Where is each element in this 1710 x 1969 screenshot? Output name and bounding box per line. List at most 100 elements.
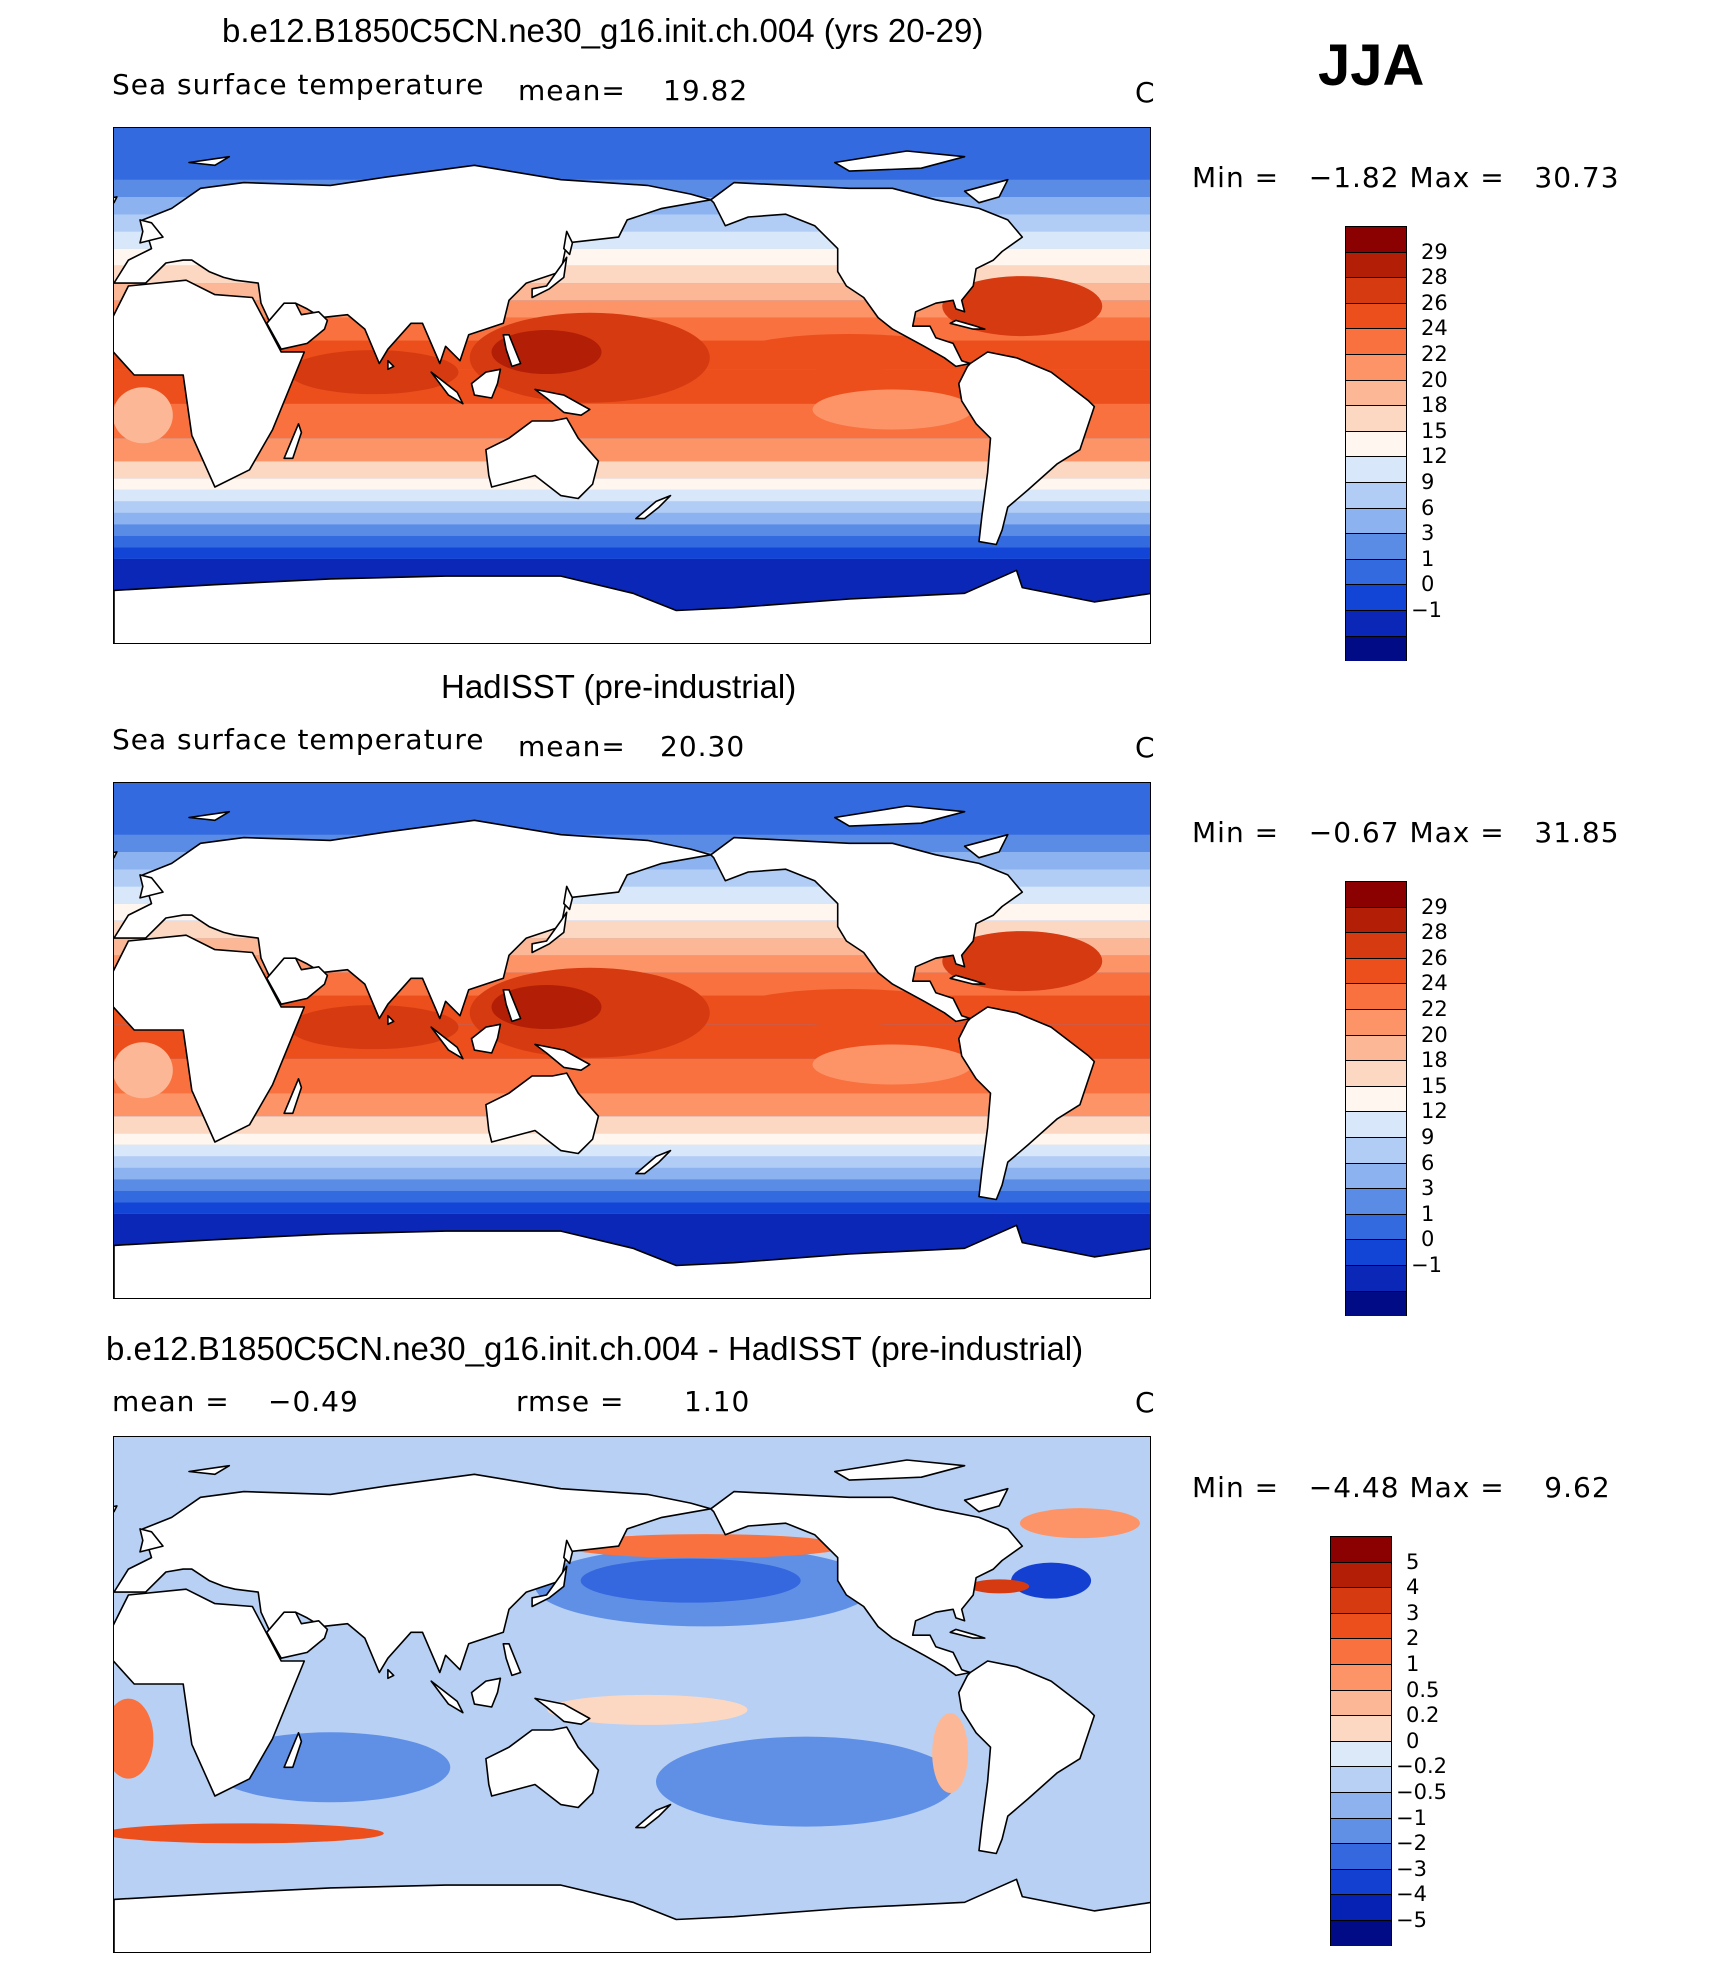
colorbar-swatch <box>1345 405 1407 431</box>
colorbar-tick-label: 3 <box>1421 1176 1435 1201</box>
colorbar-swatch <box>1345 302 1407 329</box>
colorbar-tick-label: −1 <box>1411 1253 1442 1277</box>
colorbar-tick-label: 0.5 <box>1406 1677 1440 1702</box>
colorbar-tick-label: 29 <box>1421 894 1448 919</box>
colorbar-tick-label: 22 <box>1421 342 1448 366</box>
colorbar-swatch <box>1345 1085 1407 1112</box>
colorbar-tick-label: −1 <box>1396 1805 1427 1830</box>
colorbar-tick-label: 3 <box>1421 521 1435 546</box>
colorbar-tick-label: 12 <box>1421 1099 1448 1124</box>
colorbar-swatch <box>1345 533 1407 559</box>
colorbar-swatch <box>1345 983 1407 1009</box>
colorbar-swatch <box>1345 881 1407 907</box>
colorbar-swatch <box>1330 1868 1392 1895</box>
colorbar-tick-label: 0 <box>1406 1728 1420 1753</box>
colorbar-tick-label: 29 <box>1421 239 1448 264</box>
colorbar-swatch <box>1345 558 1407 585</box>
map-canvas <box>114 783 1150 1298</box>
colorbar-swatch <box>1345 354 1407 380</box>
colorbar-tick-label: 9 <box>1421 470 1435 494</box>
colorbar-swatch <box>1345 1009 1407 1035</box>
colorbar-swatch <box>1345 1265 1407 1291</box>
sst-map <box>113 127 1151 644</box>
colorbar-swatch <box>1330 1561 1392 1588</box>
mean-label: mean= <box>518 74 626 107</box>
variable-label: Sea surface temperature <box>112 723 485 756</box>
colorbar-swatch <box>1345 957 1407 984</box>
colorbar-tick-label: −0.2 <box>1396 1754 1447 1779</box>
colorbar-swatch <box>1345 379 1407 406</box>
minmax-label: Min = −0.67 Max = 31.85 <box>1192 816 1620 849</box>
colorbar-swatch <box>1345 1239 1407 1265</box>
colorbar-tick-label: 15 <box>1421 1073 1448 1098</box>
colorbar-tick-label: 0 <box>1421 1227 1435 1252</box>
map-canvas <box>114 128 1150 643</box>
colorbar-tick-label: 12 <box>1421 444 1448 469</box>
diff-map <box>113 1436 1151 1953</box>
colorbar-tick-label: 28 <box>1421 920 1448 945</box>
season-label: JJA <box>1318 33 1425 98</box>
colorbar-tick-label: −2 <box>1396 1831 1427 1856</box>
colorbar-swatch <box>1345 1111 1407 1137</box>
colorbar-tick-label: 4 <box>1406 1575 1420 1600</box>
colorbar-swatch <box>1345 1213 1407 1240</box>
colorbar-tick-label: 20 <box>1421 1022 1448 1047</box>
mean-value: 20.30 <box>660 730 746 763</box>
colorbar-tick-label: 9 <box>1421 1125 1435 1149</box>
colorbar-tick-label: −4 <box>1396 1882 1427 1907</box>
colorbar-tick-label: 15 <box>1421 418 1448 443</box>
colorbar-swatch <box>1330 1740 1392 1767</box>
colorbar-swatch <box>1330 1843 1392 1869</box>
colorbar-tick-label: 22 <box>1421 997 1448 1021</box>
colorbar-tick-label: 28 <box>1421 265 1448 290</box>
colorbar-tick-label: 5 <box>1406 1549 1420 1574</box>
colorbar-swatch <box>1330 1766 1392 1792</box>
map-canvas <box>114 1437 1150 1952</box>
colorbar-swatch <box>1345 1137 1407 1163</box>
units-label: C <box>1135 731 1156 764</box>
rmse-label: rmse = <box>516 1385 625 1418</box>
units-label: C <box>1135 1386 1156 1419</box>
colorbar-swatch <box>1345 507 1407 534</box>
colorbar-tick-label: 1 <box>1406 1652 1420 1676</box>
colorbar-swatch <box>1345 482 1407 508</box>
colorbar-tick-label: 0.2 <box>1406 1703 1440 1728</box>
colorbar-tick-label: −3 <box>1396 1856 1427 1881</box>
colorbar-swatch <box>1330 1638 1392 1664</box>
colorbar-tick-label: 6 <box>1421 495 1435 520</box>
variable-label: Sea surface temperature <box>112 68 485 101</box>
colorbar-tick-label: 1 <box>1421 1201 1435 1226</box>
colorbar-tick-label: 6 <box>1421 1150 1435 1175</box>
colorbar-swatch <box>1345 1290 1407 1317</box>
minmax-label: Min = −4.48 Max = 9.62 <box>1192 1471 1611 1504</box>
colorbar-swatch <box>1345 1034 1407 1061</box>
sst-map <box>113 782 1151 1299</box>
colorbar-swatch <box>1345 1060 1407 1086</box>
colorbar-swatch <box>1330 1664 1392 1690</box>
colorbar-tick-label: 2 <box>1406 1626 1420 1651</box>
colorbar-tick-label: 0 <box>1421 572 1435 597</box>
mean-label: mean = <box>112 1385 230 1418</box>
mean-label: mean= <box>518 730 626 763</box>
panel-title: b.e12.B1850C5CN.ne30_g16.init.ch.004 - H… <box>106 1330 1084 1367</box>
colorbar-tick-label: 1 <box>1421 546 1435 571</box>
colorbar-tick-label: 20 <box>1421 367 1448 392</box>
colorbar-tick-label: −5 <box>1396 1908 1427 1932</box>
colorbar-tick-label: 3 <box>1406 1600 1420 1625</box>
colorbar-tick-label: 26 <box>1421 945 1448 970</box>
colorbar-swatch <box>1345 610 1407 636</box>
colorbar-swatch <box>1345 635 1407 662</box>
colorbar-swatch <box>1345 456 1407 482</box>
colorbar-swatch <box>1330 1612 1392 1639</box>
colorbar-swatch <box>1330 1715 1392 1741</box>
colorbar-swatch <box>1345 277 1407 303</box>
colorbar-swatch <box>1345 584 1407 610</box>
colorbar-tick-label: 18 <box>1421 393 1448 418</box>
colorbar-tick-label: −0.5 <box>1396 1780 1447 1804</box>
mean-value: 19.82 <box>663 74 749 107</box>
mean-value: −0.49 <box>268 1385 359 1418</box>
colorbar-swatch <box>1345 430 1407 457</box>
colorbar-swatch <box>1330 1817 1392 1844</box>
units-label: C <box>1135 76 1156 109</box>
colorbar-tick-label: 24 <box>1421 971 1448 996</box>
